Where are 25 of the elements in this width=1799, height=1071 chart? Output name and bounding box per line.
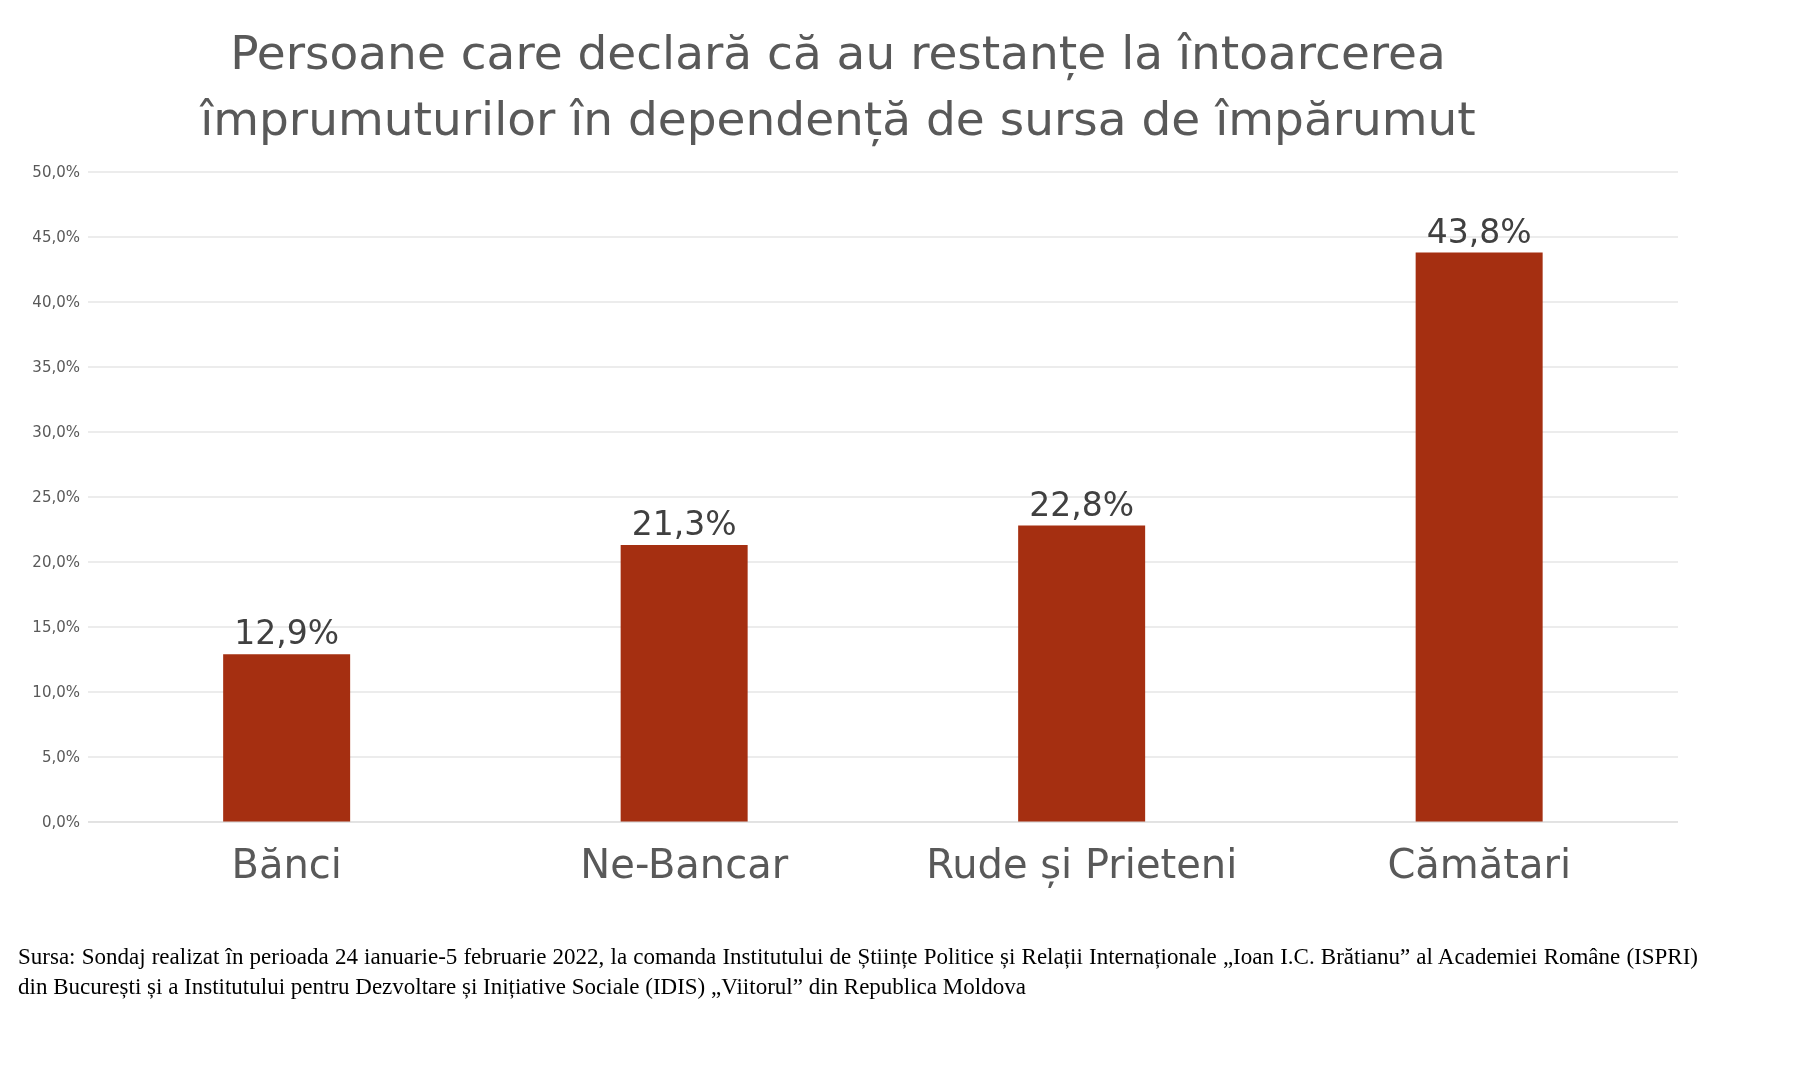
- y-tick-label: 50,0%: [32, 163, 80, 182]
- bar: [620, 545, 748, 822]
- data-label: 22,8%: [1029, 484, 1135, 524]
- y-tick-label: 10,0%: [32, 683, 80, 702]
- chart-title: Persoane care declară că au restanțe la întoarcerea împrumuturilor în dependență de sursa de împărumut: [198, 24, 1477, 149]
- x-tick-label: Rude și Prieteni: [926, 841, 1238, 889]
- x-tick-label: Bănci: [231, 841, 342, 888]
- y-tick-label: 25,0%: [32, 488, 80, 507]
- y-tick-label: 20,0%: [32, 553, 80, 572]
- bar: [1415, 252, 1543, 822]
- data-label: 12,9%: [234, 613, 340, 653]
- y-tick-label: 15,0%: [32, 618, 80, 637]
- x-tick-label: Ne-Bancar: [580, 841, 789, 888]
- y-tick-label: 5,0%: [41, 748, 80, 767]
- y-tick-label: 30,0%: [32, 423, 80, 442]
- y-tick-label: 35,0%: [32, 358, 80, 377]
- y-tick-label: 45,0%: [32, 228, 80, 247]
- bar: [1018, 525, 1146, 822]
- y-tick-label: 0,0%: [41, 813, 80, 832]
- bar: [223, 654, 351, 822]
- data-label: 21,3%: [631, 504, 737, 544]
- data-label: 43,8%: [1426, 211, 1532, 251]
- x-tick-label: Cămătari: [1387, 841, 1572, 888]
- text: Sursa: Sondaj realizat în perioada 24 ianuarie-5 februarie 2022, la comanda Institutului de Științe Politice și Relații Internaționale „Ioan I.C. Brătianu” al Academiei Române (ISPRI) din București și a Institutului pentru Dezvoltare și Inițiative Sociale (IDIS) „Viitorul” din Republica Moldova: [18, 943, 1698, 1001]
- y-tick-label: 40,0%: [32, 293, 80, 312]
